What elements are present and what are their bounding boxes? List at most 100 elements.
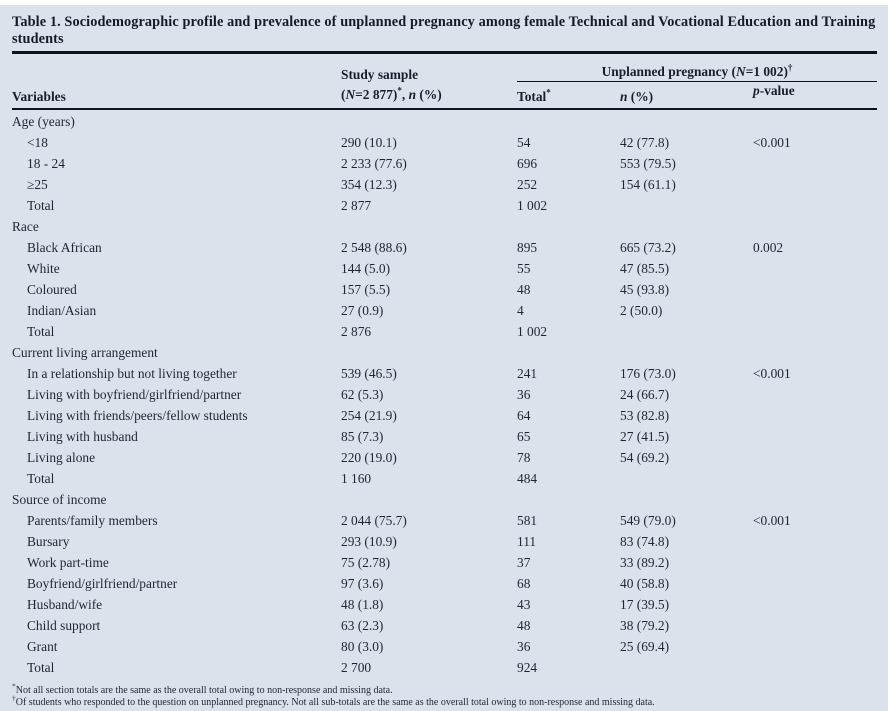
- row-unplanned-n-percent: 42 (77.8): [620, 134, 670, 150]
- row-unplanned-total: 48: [517, 281, 531, 297]
- row-p-value: [753, 594, 877, 615]
- section-label: Age (years): [12, 113, 75, 129]
- row-unplanned-total: 696: [517, 155, 538, 171]
- footnote-2: †Of students who responded to the questi…: [12, 693, 655, 708]
- row-label: Black African: [27, 239, 102, 255]
- col-header-p-value: p-value: [753, 82, 795, 98]
- row-unplanned-n-percent: 24 (66.7): [620, 386, 670, 402]
- table-row: Living with boyfriend/girlfriend/partner…: [12, 384, 877, 405]
- row-study-sample: [341, 489, 517, 510]
- row-study-sample: [341, 216, 517, 237]
- table-row: ≥25 354 (12.3) 252 154 (61.1): [12, 174, 877, 195]
- row-unplanned-n-percent: [620, 195, 753, 216]
- table-row: 18 - 24 2 233 (77.6) 696 553 (79.5): [12, 153, 877, 174]
- col-header-total: Total*: [517, 87, 551, 104]
- row-p-value: [753, 111, 877, 132]
- row-study-sample: 80 (3.0): [341, 638, 384, 654]
- title-rule: [12, 51, 877, 54]
- row-study-sample: 293 (10.9): [341, 533, 397, 549]
- row-label: Indian/Asian: [27, 302, 97, 318]
- row-p-value: [753, 405, 877, 426]
- row-unplanned-total: 111: [517, 533, 537, 549]
- row-unplanned-total: 252: [517, 176, 538, 192]
- row-unplanned-n-percent: 25 (69.4): [620, 638, 670, 654]
- study-sample-line2: (N=2 877)*, n (%): [341, 85, 442, 102]
- row-label: Living with boyfriend/girlfriend/partner: [27, 386, 242, 402]
- table-row: <18 290 (10.1) 54 42 (77.8) <0.001: [12, 132, 877, 153]
- row-unplanned-n-percent: 27 (41.5): [620, 428, 670, 444]
- row-unplanned-total: 4: [517, 302, 524, 318]
- row-unplanned-n-percent: 2 (50.0): [620, 302, 663, 318]
- row-study-sample: 254 (21.9): [341, 407, 397, 423]
- row-p-value: [753, 216, 877, 237]
- row-unplanned-n-percent: 40 (58.8): [620, 575, 670, 591]
- table-row: Living with husband 85 (7.3) 65 27 (41.5…: [12, 426, 877, 447]
- table-row: Boyfriend/girlfriend/partner 97 (3.6) 68…: [12, 573, 877, 594]
- row-p-value: [753, 279, 877, 300]
- row-p-value: [753, 552, 877, 573]
- table-title: Table 1. Sociodemographic profile and pr…: [12, 14, 876, 47]
- row-unplanned-total: 48: [517, 617, 531, 633]
- row-unplanned-n-percent: 154 (61.1): [620, 176, 676, 192]
- table-row: Work part-time 75 (2.78) 37 33 (89.2): [12, 552, 877, 573]
- row-unplanned-total: 1 002: [517, 323, 548, 339]
- table-panel: Table 1. Sociodemographic profile and pr…: [0, 5, 888, 711]
- row-p-value: 0.002: [753, 239, 784, 255]
- row-unplanned-total: 37: [517, 554, 531, 570]
- row-label: Bursary: [27, 533, 70, 549]
- footnotes: *Not all section totals are the same as …: [12, 681, 877, 710]
- row-p-value: [753, 573, 877, 594]
- row-p-value: [753, 300, 877, 321]
- row-study-sample: 63 (2.3): [341, 617, 384, 633]
- row-study-sample: 2 877: [341, 197, 372, 213]
- row-study-sample: 97 (3.6): [341, 575, 384, 591]
- section-header-row: Current living arrangement: [12, 342, 877, 363]
- row-unplanned-n-percent: 83 (74.8): [620, 533, 670, 549]
- row-p-value: [753, 321, 877, 342]
- row-label: Total: [27, 197, 55, 213]
- row-unplanned-total: 484: [517, 470, 538, 486]
- table-row: Child support 63 (2.3) 48 38 (79.2): [12, 615, 877, 636]
- row-label: Total: [27, 659, 55, 675]
- row-unplanned-total: 55: [517, 260, 531, 276]
- row-study-sample: 2 876: [341, 323, 372, 339]
- row-unplanned-n-percent: 38 (79.2): [620, 617, 670, 633]
- row-label: In a relationship but not living togethe…: [27, 365, 237, 381]
- row-study-sample: 157 (5.5): [341, 281, 391, 297]
- row-unplanned-total: [517, 216, 620, 237]
- row-unplanned-total: [517, 489, 620, 510]
- table-row: Black African 2 548 (88.6) 895 665 (73.2…: [12, 237, 877, 258]
- col-header-n-percent: n (%): [620, 88, 654, 104]
- row-unplanned-total: 241: [517, 365, 538, 381]
- row-unplanned-total: 924: [517, 659, 538, 675]
- row-label: Living with husband: [27, 428, 138, 444]
- row-label: Living with friends/peers/fellow student…: [27, 407, 248, 423]
- row-label: Coloured: [27, 281, 77, 297]
- row-unplanned-total: 54: [517, 134, 531, 150]
- table-row: Coloured 157 (5.5) 48 45 (93.8): [12, 279, 877, 300]
- row-p-value: [753, 342, 877, 363]
- row-unplanned-total: 581: [517, 512, 538, 528]
- table-row: Total 2 700 924: [12, 657, 877, 678]
- table-row: Parents/family members 2 044 (75.7) 581 …: [12, 510, 877, 531]
- section-label: Source of income: [12, 491, 107, 507]
- row-study-sample: [341, 342, 517, 363]
- row-p-value: <0.001: [753, 134, 791, 150]
- row-label: Parents/family members: [27, 512, 158, 528]
- row-p-value: [753, 636, 877, 657]
- row-unplanned-n-percent: 665 (73.2): [620, 239, 676, 255]
- row-unplanned-total: 36: [517, 386, 531, 402]
- row-p-value: [753, 174, 877, 195]
- row-study-sample: 62 (5.3): [341, 386, 384, 402]
- table-row: Living alone 220 (19.0) 78 54 (69.2): [12, 447, 877, 468]
- row-unplanned-total: 36: [517, 638, 531, 654]
- row-p-value: [753, 468, 877, 489]
- row-study-sample: 354 (12.3): [341, 176, 397, 192]
- row-unplanned-n-percent: 45 (93.8): [620, 281, 670, 297]
- row-study-sample: 2 548 (88.6): [341, 239, 407, 255]
- row-unplanned-n-percent: [620, 216, 753, 237]
- table-row: Grant 80 (3.0) 36 25 (69.4): [12, 636, 877, 657]
- row-unplanned-n-percent: [620, 468, 753, 489]
- table-row: Indian/Asian 27 (0.9) 4 2 (50.0): [12, 300, 877, 321]
- footnote-1: *Not all section totals are the same as …: [12, 681, 393, 696]
